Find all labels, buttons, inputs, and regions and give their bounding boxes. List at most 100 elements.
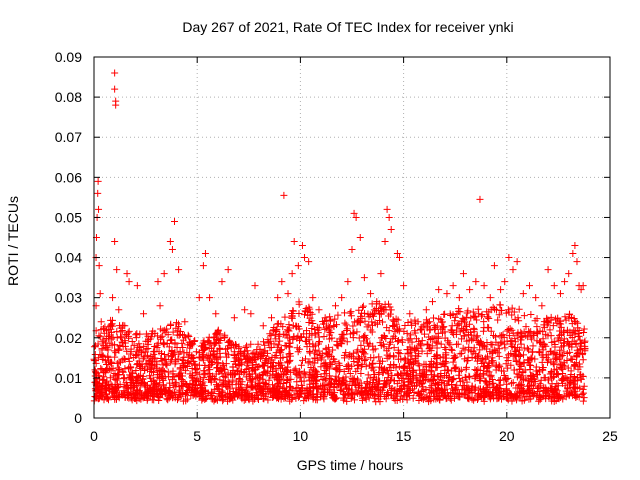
data-point <box>400 282 408 290</box>
data-point <box>219 360 227 368</box>
data-point <box>166 238 174 246</box>
data-point <box>420 368 428 376</box>
data-point <box>500 333 508 341</box>
data-point <box>565 314 573 322</box>
data-point <box>328 360 336 368</box>
data-point <box>483 308 491 316</box>
data-points <box>90 69 589 406</box>
data-point <box>179 357 187 365</box>
data-point <box>132 334 140 342</box>
data-point <box>322 349 330 357</box>
data-point <box>399 395 407 403</box>
data-point <box>109 364 117 372</box>
data-point <box>282 370 290 378</box>
data-point <box>355 334 363 342</box>
data-point <box>353 328 361 336</box>
data-point <box>276 337 284 345</box>
data-point <box>259 322 267 330</box>
data-point <box>360 357 368 365</box>
data-point <box>492 347 500 355</box>
data-point <box>446 395 454 403</box>
data-point <box>225 395 233 403</box>
data-point <box>111 69 119 77</box>
data-point <box>290 238 298 246</box>
data-point <box>157 335 165 343</box>
data-point <box>360 274 368 282</box>
data-point <box>352 386 360 394</box>
data-point <box>543 358 551 366</box>
data-point <box>195 294 203 302</box>
data-point <box>557 353 565 361</box>
y-tick-label: 0.08 <box>55 89 82 105</box>
data-point <box>556 290 564 298</box>
data-point <box>463 337 471 345</box>
data-point <box>511 392 519 400</box>
data-point <box>520 351 528 359</box>
data-point <box>456 328 464 336</box>
data-point <box>474 305 482 313</box>
data-point <box>580 325 588 333</box>
data-point <box>560 327 568 335</box>
data-point <box>456 308 464 316</box>
data-point <box>517 340 525 348</box>
data-point <box>567 370 575 378</box>
data-point <box>230 314 238 322</box>
data-point <box>313 393 321 401</box>
data-point <box>331 389 339 397</box>
data-point <box>107 328 115 336</box>
data-point <box>579 385 587 393</box>
data-point <box>362 395 370 403</box>
data-point <box>464 393 472 401</box>
data-point <box>188 373 196 381</box>
data-point <box>357 341 365 349</box>
data-point <box>116 333 124 341</box>
data-point <box>301 355 309 363</box>
data-point <box>520 344 528 352</box>
data-point <box>188 355 196 363</box>
data-point <box>456 367 464 375</box>
data-point <box>172 378 180 386</box>
data-point <box>434 373 442 381</box>
data-point <box>440 323 448 331</box>
data-point <box>502 360 510 368</box>
data-point <box>156 387 164 395</box>
data-point <box>501 344 509 352</box>
data-point <box>401 321 409 329</box>
data-point <box>508 391 516 399</box>
data-point <box>348 393 356 401</box>
data-point <box>246 375 254 383</box>
data-point <box>120 375 128 383</box>
data-point <box>324 322 332 330</box>
data-point <box>109 333 117 341</box>
data-point <box>439 387 447 395</box>
data-point <box>455 371 463 379</box>
data-point <box>579 397 587 405</box>
data-point <box>343 338 351 346</box>
data-point <box>423 319 431 327</box>
data-point <box>297 334 305 342</box>
data-point <box>279 323 287 331</box>
data-point <box>359 302 367 310</box>
data-point <box>377 341 385 349</box>
data-point <box>362 384 370 392</box>
data-point <box>234 380 242 388</box>
data-point <box>288 270 296 278</box>
data-point <box>526 365 534 373</box>
data-point <box>96 290 104 298</box>
data-point <box>123 270 131 278</box>
data-point <box>115 345 123 353</box>
data-point <box>544 386 552 394</box>
data-point <box>116 342 124 350</box>
data-point <box>191 360 199 368</box>
data-point <box>500 340 508 348</box>
data-point <box>132 331 140 339</box>
data-point <box>420 386 428 394</box>
data-point <box>504 325 512 333</box>
data-point <box>284 290 292 298</box>
data-point <box>275 360 283 368</box>
data-point <box>329 394 337 402</box>
data-point <box>511 347 519 355</box>
data-point <box>385 382 393 390</box>
data-point <box>222 371 230 379</box>
data-point <box>154 278 162 286</box>
